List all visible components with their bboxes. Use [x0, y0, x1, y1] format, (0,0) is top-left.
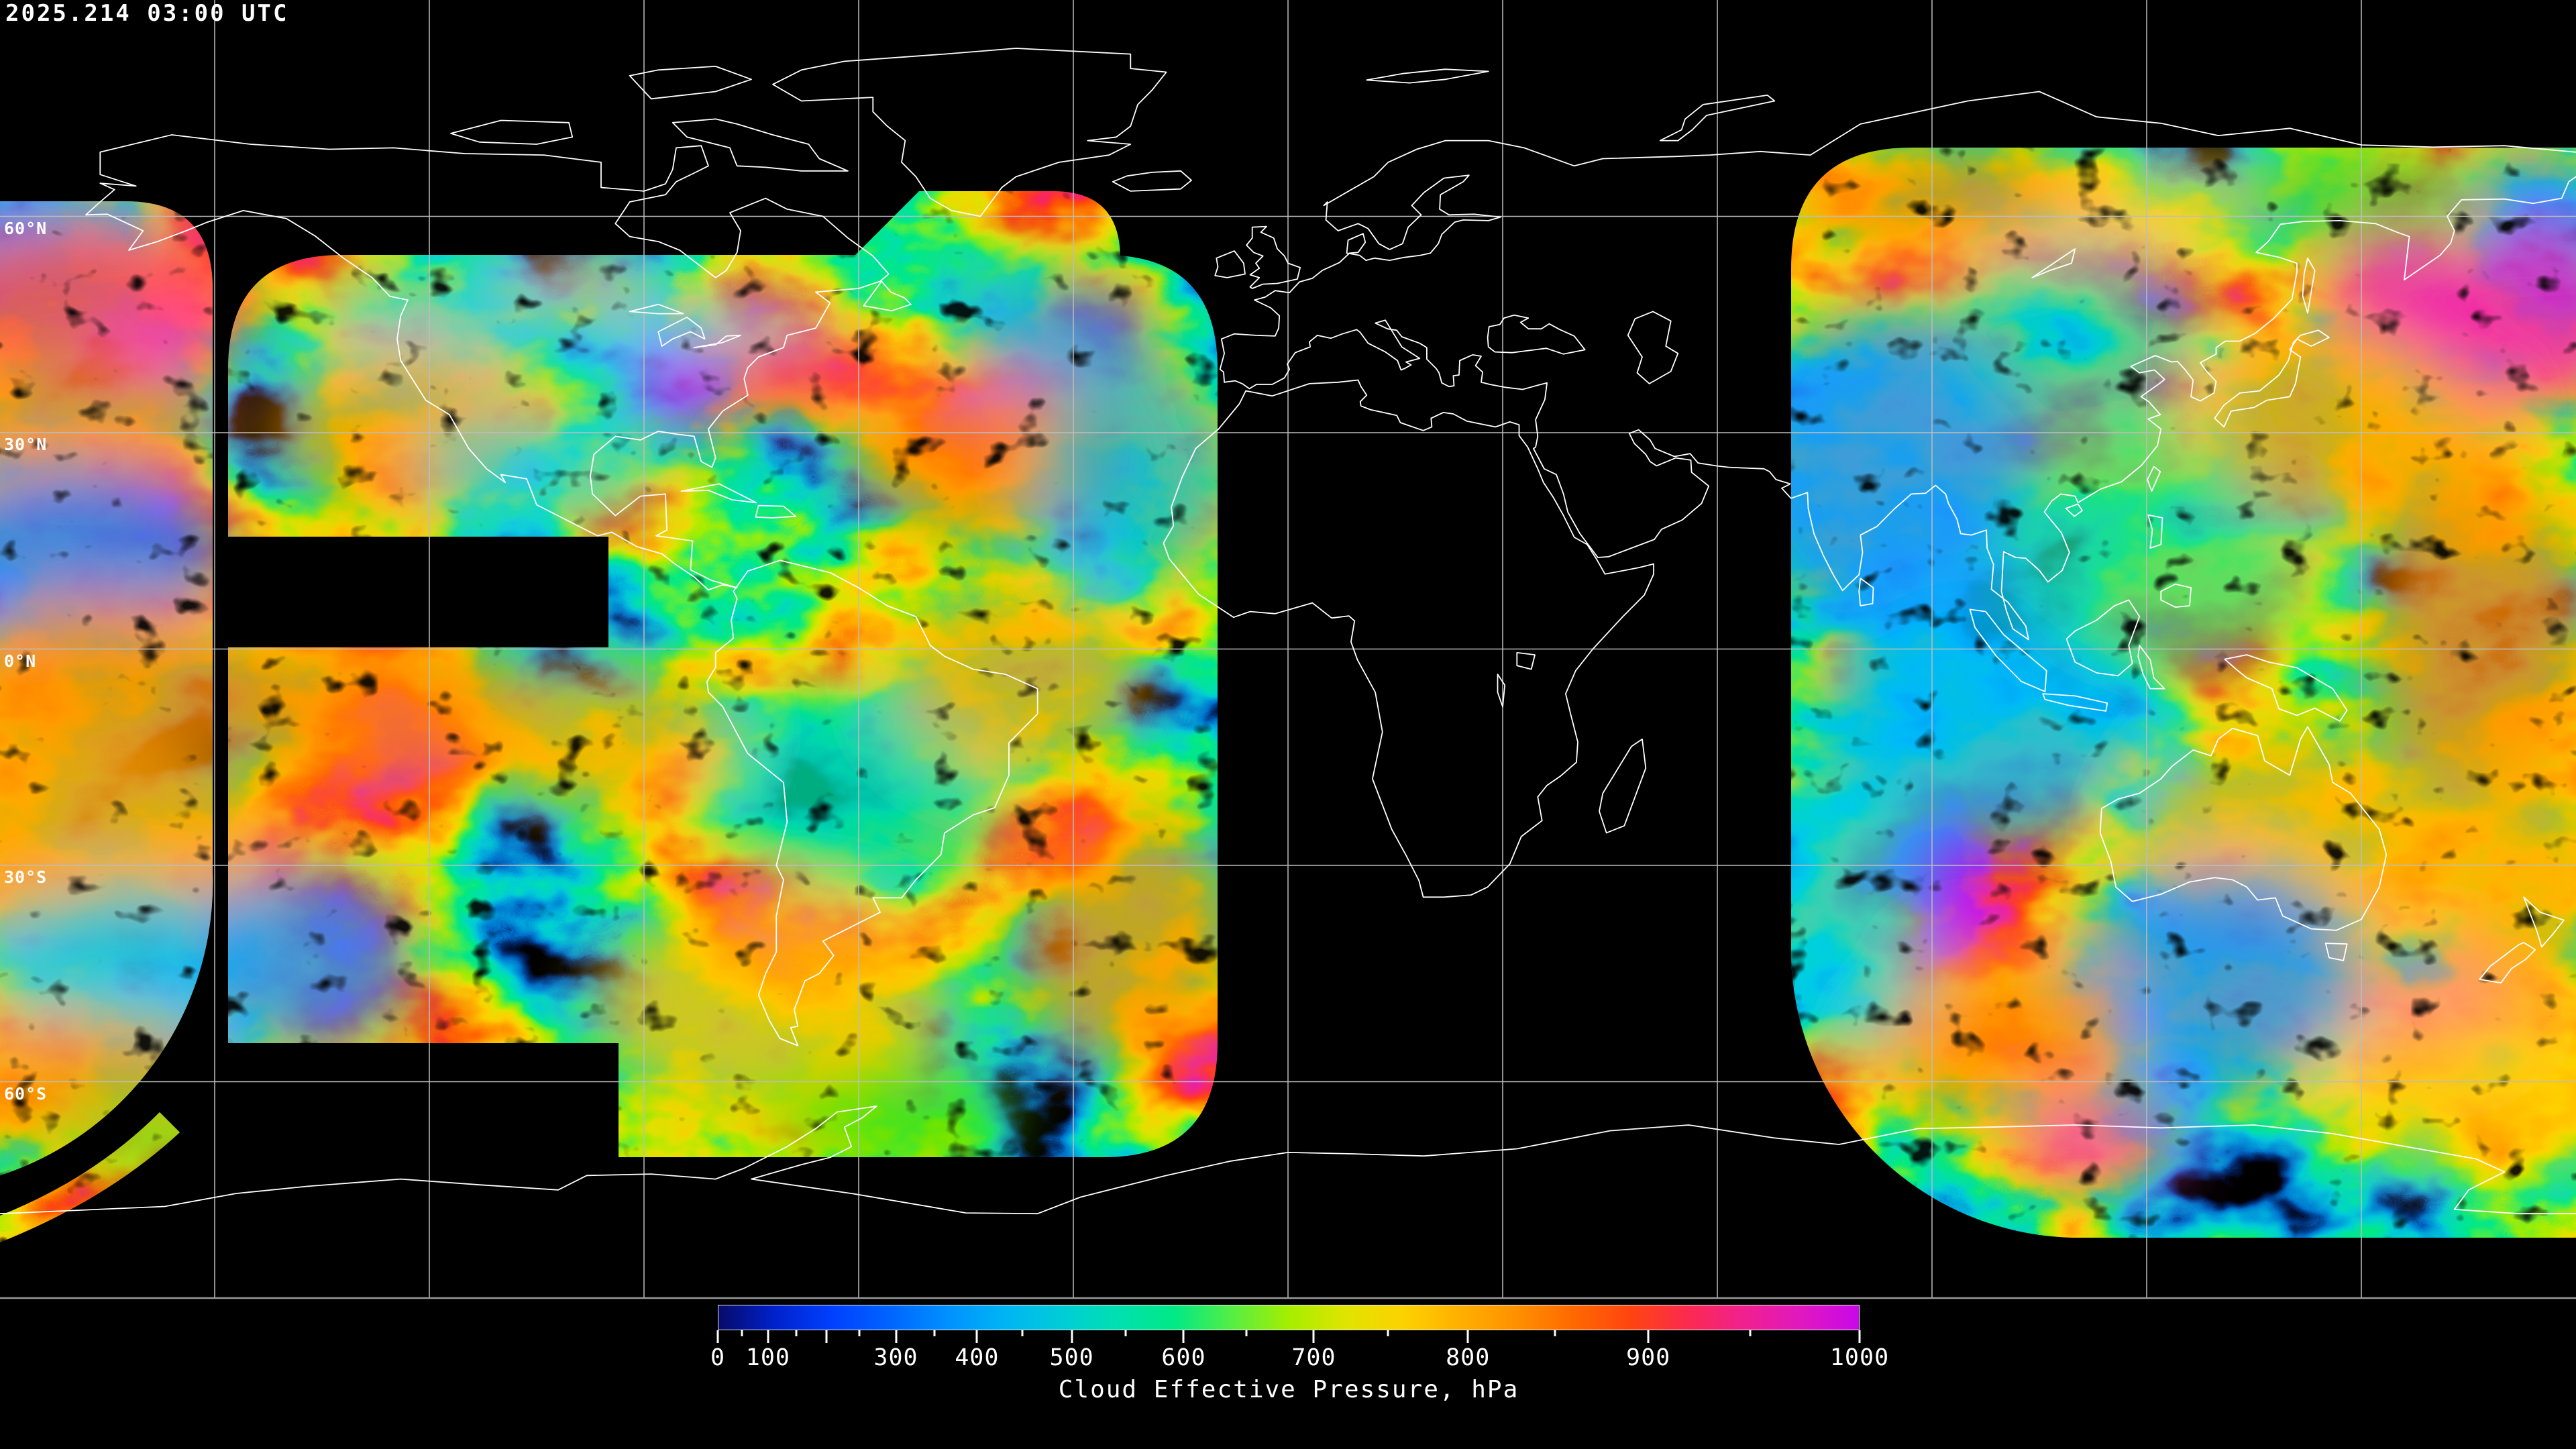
colorbar-title: Cloud Effective Pressure, hPa — [1058, 1376, 1519, 1403]
timestamp: 2025.214 03:00 UTC — [5, 0, 289, 27]
colorbar-tick-minor — [1245, 1330, 1248, 1336]
latitude-label: 60°S — [4, 1083, 48, 1104]
no-data-notches — [216, 537, 619, 1161]
coastline-north-america — [85, 134, 890, 591]
coastline-new-zealand-north — [2523, 896, 2565, 948]
coastline-caspian-sea — [1627, 311, 1679, 384]
coastline-lake-michigan-huron — [657, 317, 706, 347]
coastline-taiwan — [2147, 466, 2161, 492]
colorbar-label: 400 — [955, 1344, 1000, 1371]
coastline-black-sea — [1487, 314, 1586, 355]
colorbar-gradient — [718, 1305, 1860, 1330]
coastline-borneo — [2065, 599, 2141, 677]
coastline-sumatra — [1969, 608, 2047, 692]
coastline-mindanao — [2160, 583, 2192, 608]
colorbar-tick-major — [825, 1330, 828, 1343]
colorbar-label: 300 — [873, 1344, 918, 1371]
coastline-ellesmere-island — [629, 66, 752, 100]
latitude-label: 30°S — [4, 867, 48, 887]
colorbar-tick-minor — [1554, 1330, 1556, 1336]
coastline-africa — [1163, 379, 1655, 898]
colorbar-tick-minor — [858, 1330, 861, 1336]
coastlines — [0, 48, 2576, 1215]
colorbar-label: 900 — [1626, 1344, 1671, 1371]
colorbar-tick-major — [1182, 1330, 1185, 1343]
colorbar-tick-major — [767, 1330, 769, 1343]
coastline-svalbard — [1366, 68, 1489, 84]
latitude-label: 0°N — [4, 651, 37, 671]
colorbar-label: 100 — [745, 1344, 790, 1371]
coastline-hainan — [2065, 503, 2083, 517]
coastline-cuba — [680, 483, 757, 504]
colorbar-tick-minor — [1124, 1330, 1127, 1336]
colorbar-tick-major — [716, 1330, 719, 1343]
colorbar-label: 800 — [1446, 1344, 1491, 1371]
colorbar-label: 0 — [710, 1344, 726, 1371]
colorbar-tick-major — [1071, 1330, 1073, 1343]
coastline-hispaniola — [755, 504, 796, 519]
colorbar-tick-major — [895, 1330, 897, 1343]
coastline-victoria-island — [450, 119, 574, 145]
coastline-japan — [2214, 329, 2330, 428]
colorbar-tick-minor — [741, 1330, 743, 1336]
colorbar-tick-major — [1312, 1330, 1315, 1343]
colorbar-tick-minor — [1387, 1330, 1389, 1336]
coastline-greenland — [772, 48, 1167, 217]
coastline-lake-tanganyika — [1497, 674, 1506, 708]
colorbar-tick-major — [1647, 1330, 1650, 1343]
colorbar-tick-major — [1466, 1330, 1469, 1343]
coastline-iceland — [1112, 170, 1192, 192]
coastline-sakhalin — [2302, 257, 2316, 314]
coastline-lake-baikal — [2031, 248, 2076, 278]
coastline-great-britain — [1246, 225, 1301, 289]
colorbar-label: 1000 — [1829, 1344, 1890, 1371]
coastline-australia — [2099, 726, 2387, 931]
coastline-novaya-zemlya — [1659, 94, 1776, 142]
colorbar-tick-minor — [1749, 1330, 1752, 1336]
latitude-label: 60°N — [4, 218, 48, 238]
coastline-sri-lanka — [1858, 578, 1874, 606]
colorbar-tick-minor — [795, 1330, 798, 1336]
coastline-newfoundland — [863, 280, 912, 312]
colorbar-label: 600 — [1161, 1344, 1206, 1371]
colorbar-label: 500 — [1049, 1344, 1094, 1371]
colorbar-tick-minor — [933, 1330, 936, 1336]
coastline-ireland — [1214, 250, 1246, 278]
coastline-eurasia — [1219, 91, 2576, 641]
colorbar-label: 700 — [1291, 1344, 1336, 1371]
coastline-baffin-island — [672, 118, 849, 172]
coastline-new-zealand-south — [2479, 942, 2536, 984]
no-data-notch — [216, 1043, 619, 1161]
graticule — [0, 0, 2576, 1298]
latitude-label: 30°N — [4, 435, 48, 454]
coastline-madagascar — [1599, 739, 1647, 834]
coastline-sulawesi — [2137, 645, 2165, 690]
coastline-lake-erie-ontario — [693, 334, 741, 348]
coastline-south-america — [706, 559, 1038, 1046]
coastline-lake-victoria — [1516, 652, 1536, 670]
coastline-java — [2042, 693, 2108, 712]
colorbar-tick-minor — [1021, 1330, 1024, 1336]
coastline-new-guinea — [2224, 654, 2348, 722]
no-data-notch — [216, 537, 608, 647]
coastline-antarctica — [0, 1106, 2576, 1215]
colorbar-tick-major — [975, 1330, 978, 1343]
coastline-luzon — [2147, 514, 2163, 549]
colorbar-tick-major — [1858, 1330, 1861, 1343]
coastline-tasmania — [2324, 943, 2348, 961]
coastline-lake-superior — [629, 303, 684, 315]
